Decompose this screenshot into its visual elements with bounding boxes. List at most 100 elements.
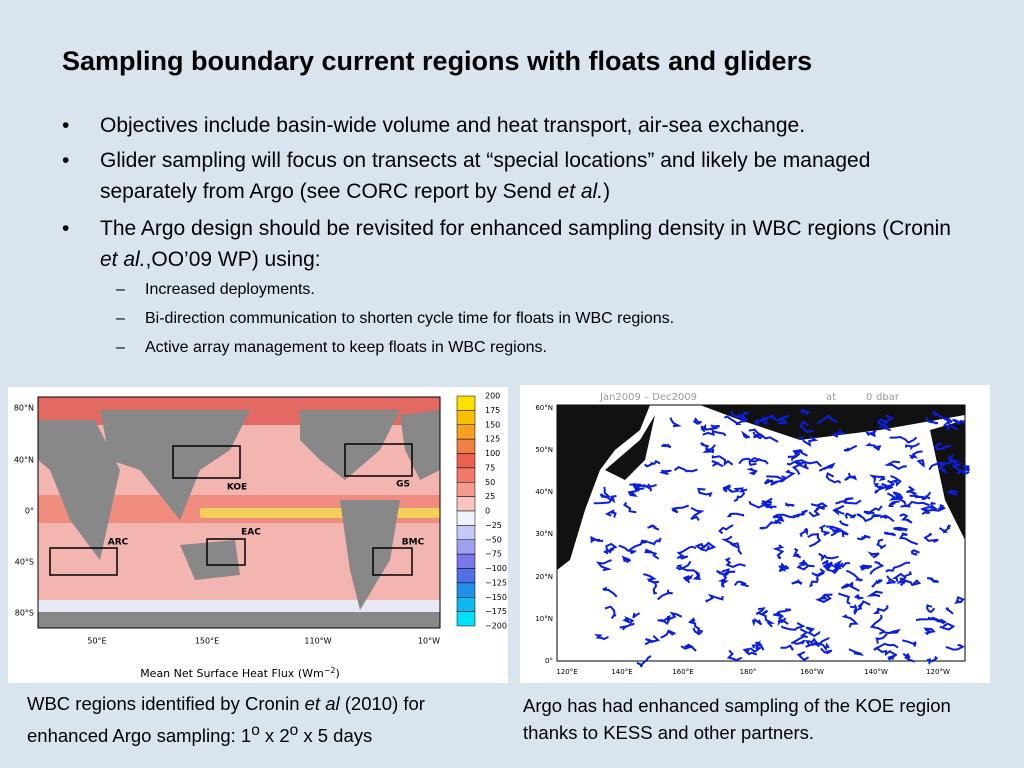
float-track bbox=[763, 478, 778, 486]
float-track bbox=[772, 513, 782, 525]
float-track bbox=[886, 492, 908, 508]
float-track bbox=[820, 647, 833, 655]
float-track bbox=[593, 634, 609, 641]
float-track bbox=[905, 442, 920, 451]
float-track bbox=[923, 627, 936, 636]
colorbar-label: −150 bbox=[485, 593, 507, 602]
float-track bbox=[619, 622, 635, 631]
float-track bbox=[800, 408, 811, 416]
colorbar-label: −75 bbox=[485, 550, 502, 559]
float-track bbox=[956, 465, 971, 475]
colorbar-cell bbox=[456, 553, 476, 569]
float-track bbox=[596, 559, 612, 572]
bullet: • The Argo design should be revisited for… bbox=[62, 217, 951, 271]
lat-label: 40°S bbox=[15, 558, 34, 567]
colorbar-cell bbox=[456, 611, 476, 627]
float-track bbox=[676, 545, 697, 556]
bullet-italic: et al. bbox=[557, 180, 604, 203]
float-track bbox=[647, 524, 660, 531]
map-header: at bbox=[826, 392, 836, 403]
float-track bbox=[673, 466, 698, 473]
float-track bbox=[796, 509, 808, 516]
float-track bbox=[790, 628, 809, 645]
float-track bbox=[772, 544, 785, 560]
float-track bbox=[798, 435, 819, 447]
float-track bbox=[796, 651, 810, 661]
float-track bbox=[636, 655, 652, 668]
sub-bullet: – Active array management to keep floats … bbox=[116, 339, 547, 356]
axis-title-part: Mean Net Surface Heat Flux (Wm bbox=[140, 667, 324, 680]
float-track bbox=[604, 605, 617, 620]
colorbar-label: 0 bbox=[485, 507, 490, 516]
lat-label: 80°S bbox=[15, 609, 34, 618]
axis-title-part: −2 bbox=[324, 666, 336, 675]
float-track bbox=[817, 413, 838, 425]
float-track bbox=[954, 595, 965, 604]
colorbar-label: 175 bbox=[485, 406, 500, 415]
float-track bbox=[690, 506, 705, 521]
map-header: Jan2009 – Dec2009 bbox=[599, 392, 697, 403]
caption-text: x 2 bbox=[259, 725, 290, 747]
float-track bbox=[803, 460, 823, 468]
float-track bbox=[659, 469, 672, 475]
float-track bbox=[926, 604, 936, 614]
caption-right: Argo has had enhanced sampling of the KO… bbox=[523, 695, 951, 743]
float-track bbox=[661, 443, 672, 449]
colorbar-cell bbox=[456, 467, 476, 483]
float-track bbox=[751, 641, 765, 651]
colorbar-label: −50 bbox=[485, 535, 502, 544]
float-track bbox=[726, 512, 745, 518]
float-track bbox=[832, 504, 845, 516]
region-label: EAC bbox=[241, 528, 261, 538]
float-track bbox=[893, 526, 909, 532]
float-track bbox=[593, 495, 613, 505]
float-track bbox=[718, 524, 734, 535]
colorbar-cell bbox=[456, 568, 476, 584]
colorbar-label: −125 bbox=[485, 578, 507, 587]
float-track bbox=[721, 568, 730, 579]
float-track bbox=[740, 430, 751, 440]
float-track bbox=[700, 541, 717, 552]
float-track bbox=[781, 469, 796, 483]
float-track bbox=[825, 472, 842, 484]
float-track bbox=[792, 547, 802, 559]
float-track bbox=[838, 520, 849, 527]
float-track bbox=[751, 618, 763, 627]
colorbar-cell bbox=[456, 395, 476, 411]
float-track bbox=[926, 576, 939, 583]
float-tracks bbox=[590, 408, 971, 668]
float-track bbox=[733, 486, 746, 503]
sub-bullet: – Increased deployments. bbox=[116, 281, 315, 298]
float-track bbox=[647, 537, 662, 546]
float-track bbox=[952, 462, 970, 475]
sub-bullet-text: Active array management to keep floats i… bbox=[145, 339, 547, 356]
caption-sup: o bbox=[251, 722, 260, 739]
float-track bbox=[883, 460, 907, 470]
lat-label: 0° bbox=[545, 657, 553, 665]
float-track bbox=[780, 622, 806, 631]
float-track bbox=[921, 491, 932, 501]
float-track bbox=[603, 547, 613, 555]
float-track bbox=[844, 512, 857, 519]
float-track bbox=[898, 532, 919, 546]
float-track bbox=[883, 531, 896, 537]
float-track bbox=[919, 506, 934, 515]
lat-label: 10°N bbox=[535, 615, 553, 623]
float-track bbox=[829, 562, 850, 569]
caption-text: x 5 days bbox=[298, 725, 373, 747]
float-track bbox=[754, 416, 769, 426]
float-track bbox=[759, 414, 777, 425]
float-track bbox=[733, 580, 749, 588]
float-track bbox=[811, 568, 826, 578]
float-track bbox=[759, 521, 778, 530]
float-track bbox=[752, 432, 779, 443]
float-track bbox=[676, 554, 689, 560]
lon-label: 140°W bbox=[864, 668, 888, 676]
colorbar-cell bbox=[456, 510, 476, 526]
float-track bbox=[932, 504, 947, 512]
float-track bbox=[660, 629, 676, 639]
lon-label: 160°W bbox=[800, 668, 824, 676]
float-track bbox=[818, 462, 836, 472]
